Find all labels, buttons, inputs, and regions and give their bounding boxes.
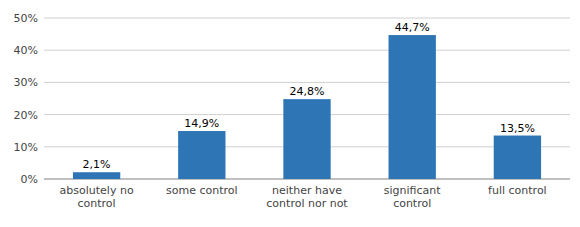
- y-tick-label: 40%: [14, 44, 38, 57]
- grid: [44, 18, 570, 179]
- data-label: 13,5%: [500, 122, 535, 135]
- bar: [73, 172, 120, 179]
- data-label: 14,9%: [184, 117, 219, 130]
- data-label: 24,8%: [290, 85, 325, 98]
- bars: [73, 35, 541, 179]
- grid-line: [44, 50, 570, 51]
- grid-line: [44, 82, 570, 83]
- x-tick-label: neither havecontrol nor not: [266, 184, 348, 210]
- bar: [283, 99, 330, 179]
- x-tick-label: significantcontrol: [384, 184, 441, 210]
- chart: 0% 10% 20% 30% 40% 50% 2,1% 14,9% 24,8% 44,7% 13,5…: [0, 0, 580, 227]
- bar: [178, 131, 225, 179]
- y-tick-label: 30%: [14, 76, 38, 89]
- y-tick-label: 0%: [21, 173, 38, 186]
- grid-line: [44, 18, 570, 19]
- y-tick-label: 10%: [14, 141, 38, 154]
- data-label: 2,1%: [83, 158, 111, 171]
- x-tick-label: absolutely nocontrol: [60, 184, 134, 210]
- y-tick-label: 50%: [14, 12, 38, 25]
- y-tick-label: 20%: [14, 109, 38, 122]
- x-tick-label: some control: [166, 184, 238, 197]
- bar: [494, 136, 541, 179]
- bar: [389, 35, 436, 179]
- data-label: 44,7%: [395, 21, 430, 34]
- x-tick-label: full control: [488, 184, 547, 197]
